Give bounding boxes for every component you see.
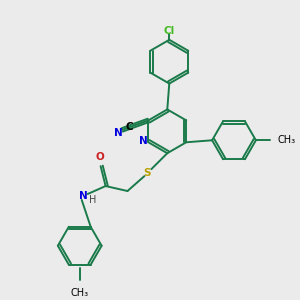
Text: CH₃: CH₃ (278, 135, 296, 145)
Text: CH₃: CH₃ (71, 287, 89, 298)
Text: H: H (89, 195, 96, 205)
Text: S: S (144, 168, 151, 178)
Text: O: O (95, 152, 104, 162)
Text: N: N (79, 191, 88, 201)
Text: Cl: Cl (164, 26, 175, 36)
Text: N: N (139, 136, 148, 146)
Text: C: C (125, 122, 133, 132)
Text: N: N (114, 128, 122, 138)
